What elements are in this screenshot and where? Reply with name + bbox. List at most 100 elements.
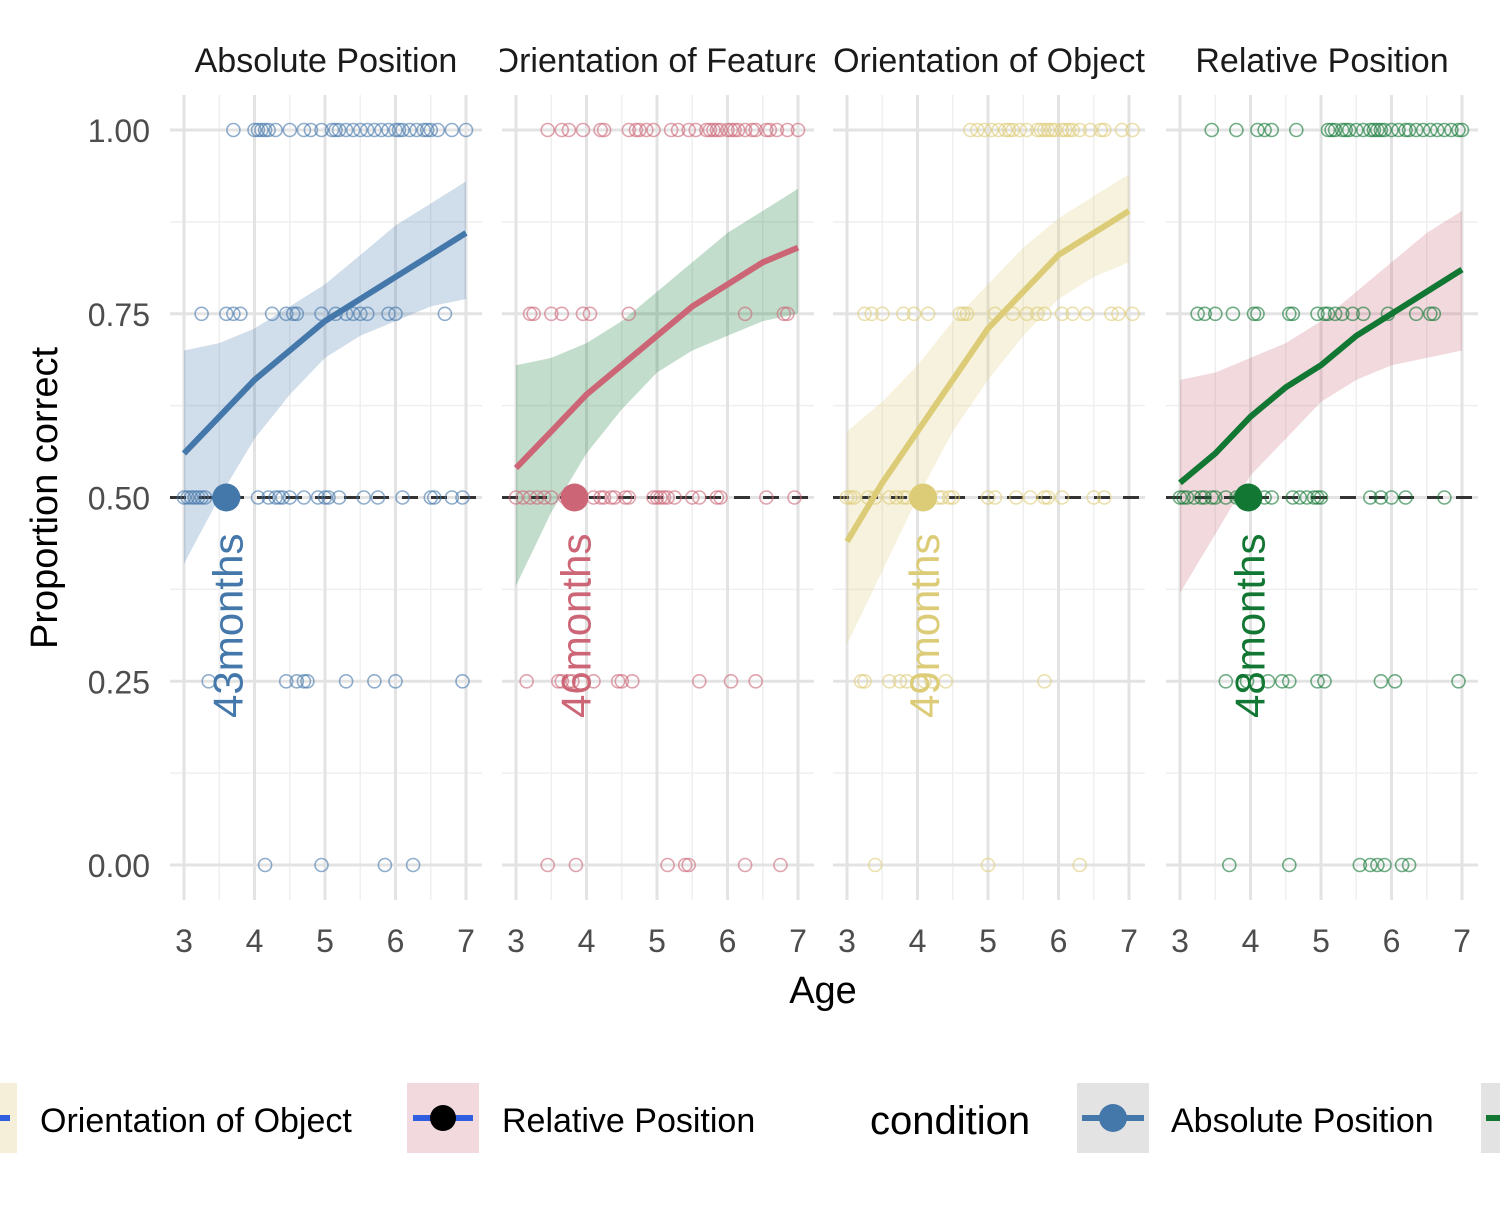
data-point [395,122,410,138]
data-point [324,122,340,138]
data-point [892,673,908,689]
data-point [1282,673,1297,689]
data-point [1352,857,1368,873]
data-point [289,306,305,322]
data-point [1373,673,1389,689]
data-point [359,306,375,322]
data-point [607,490,623,505]
data-point [1426,306,1442,322]
data-point [1317,673,1332,689]
data-point [1320,122,1336,138]
data-point [744,122,760,138]
x-tick-label: 5 [316,923,334,959]
data-point [987,490,1003,505]
data-point [1250,122,1265,138]
data-point [388,122,403,138]
data-point [1356,122,1371,138]
data-point [646,490,661,505]
data-point [1114,122,1130,138]
data-point [998,122,1013,138]
data-point [1005,122,1021,138]
x-tick-label: 6 [719,923,737,959]
data-point [543,306,559,322]
data-point [285,306,301,322]
data-point [1208,306,1223,322]
data-point [1125,122,1140,138]
data-point [331,490,347,505]
data-point [621,122,637,138]
data-point [1125,306,1140,322]
data-point [1030,122,1045,138]
data-point [727,122,742,138]
data-point [1451,673,1466,689]
data-point [1104,306,1119,322]
data-point [737,122,753,138]
data-point [268,490,283,505]
crossover-point [1234,483,1263,512]
crossover-age-label: 43months [204,534,251,718]
data-point [1285,306,1301,322]
data-point [458,122,474,138]
points-layer [176,122,1470,873]
data-point [1454,122,1470,138]
y-tick-label: 0.00 [88,848,150,884]
data-point [776,306,792,322]
legend-key-point [1099,1104,1127,1132]
data-point [617,490,633,505]
data-point [1222,857,1237,873]
data-point [758,490,774,505]
data-point [278,306,294,322]
data-point [684,490,700,505]
data-point [317,490,333,505]
data-point [691,673,707,689]
data-point [924,673,939,689]
data-point [1366,122,1382,138]
data-point [1282,857,1297,873]
data-point [723,673,739,689]
data-point [261,122,276,138]
data-point [1065,306,1080,322]
data-point [303,122,319,138]
data-point [402,122,417,138]
data-point [1444,122,1459,138]
panel-title: Orientation of Feature [493,42,824,80]
data-point [1384,490,1399,505]
data-point [543,490,559,505]
data-point [1324,122,1339,138]
data-point [1437,490,1452,505]
data-point [1072,857,1087,873]
data-point [709,490,725,505]
data-point [321,490,336,505]
data-point [945,490,961,505]
data-point [1401,122,1417,138]
data-point [377,857,393,873]
data-point [653,490,668,505]
data-point [1274,673,1290,689]
data-point [540,122,556,138]
data-point [1345,306,1360,322]
data-point [586,673,601,689]
data-point [1111,306,1126,322]
data-point [677,857,693,873]
data-point [603,490,619,505]
data-point [681,122,697,138]
data-point [1047,122,1063,138]
x-tick-label: 4 [1242,923,1260,959]
data-point [713,122,728,138]
data-point [1061,122,1077,138]
data-point [1093,122,1109,138]
legend-entry-relative-position: Relative Position [502,1102,755,1140]
data-point [614,673,630,689]
data-point [1239,673,1255,689]
data-point [194,306,209,322]
data-point [980,857,996,873]
panel-title: Orientation of Object [833,42,1145,80]
data-point [568,857,584,873]
data-point [381,122,396,138]
data-point [201,673,216,689]
data-point [423,122,439,138]
data-point [1289,122,1304,138]
data-point [593,122,608,138]
data-point [959,306,975,322]
data-point [180,490,195,505]
